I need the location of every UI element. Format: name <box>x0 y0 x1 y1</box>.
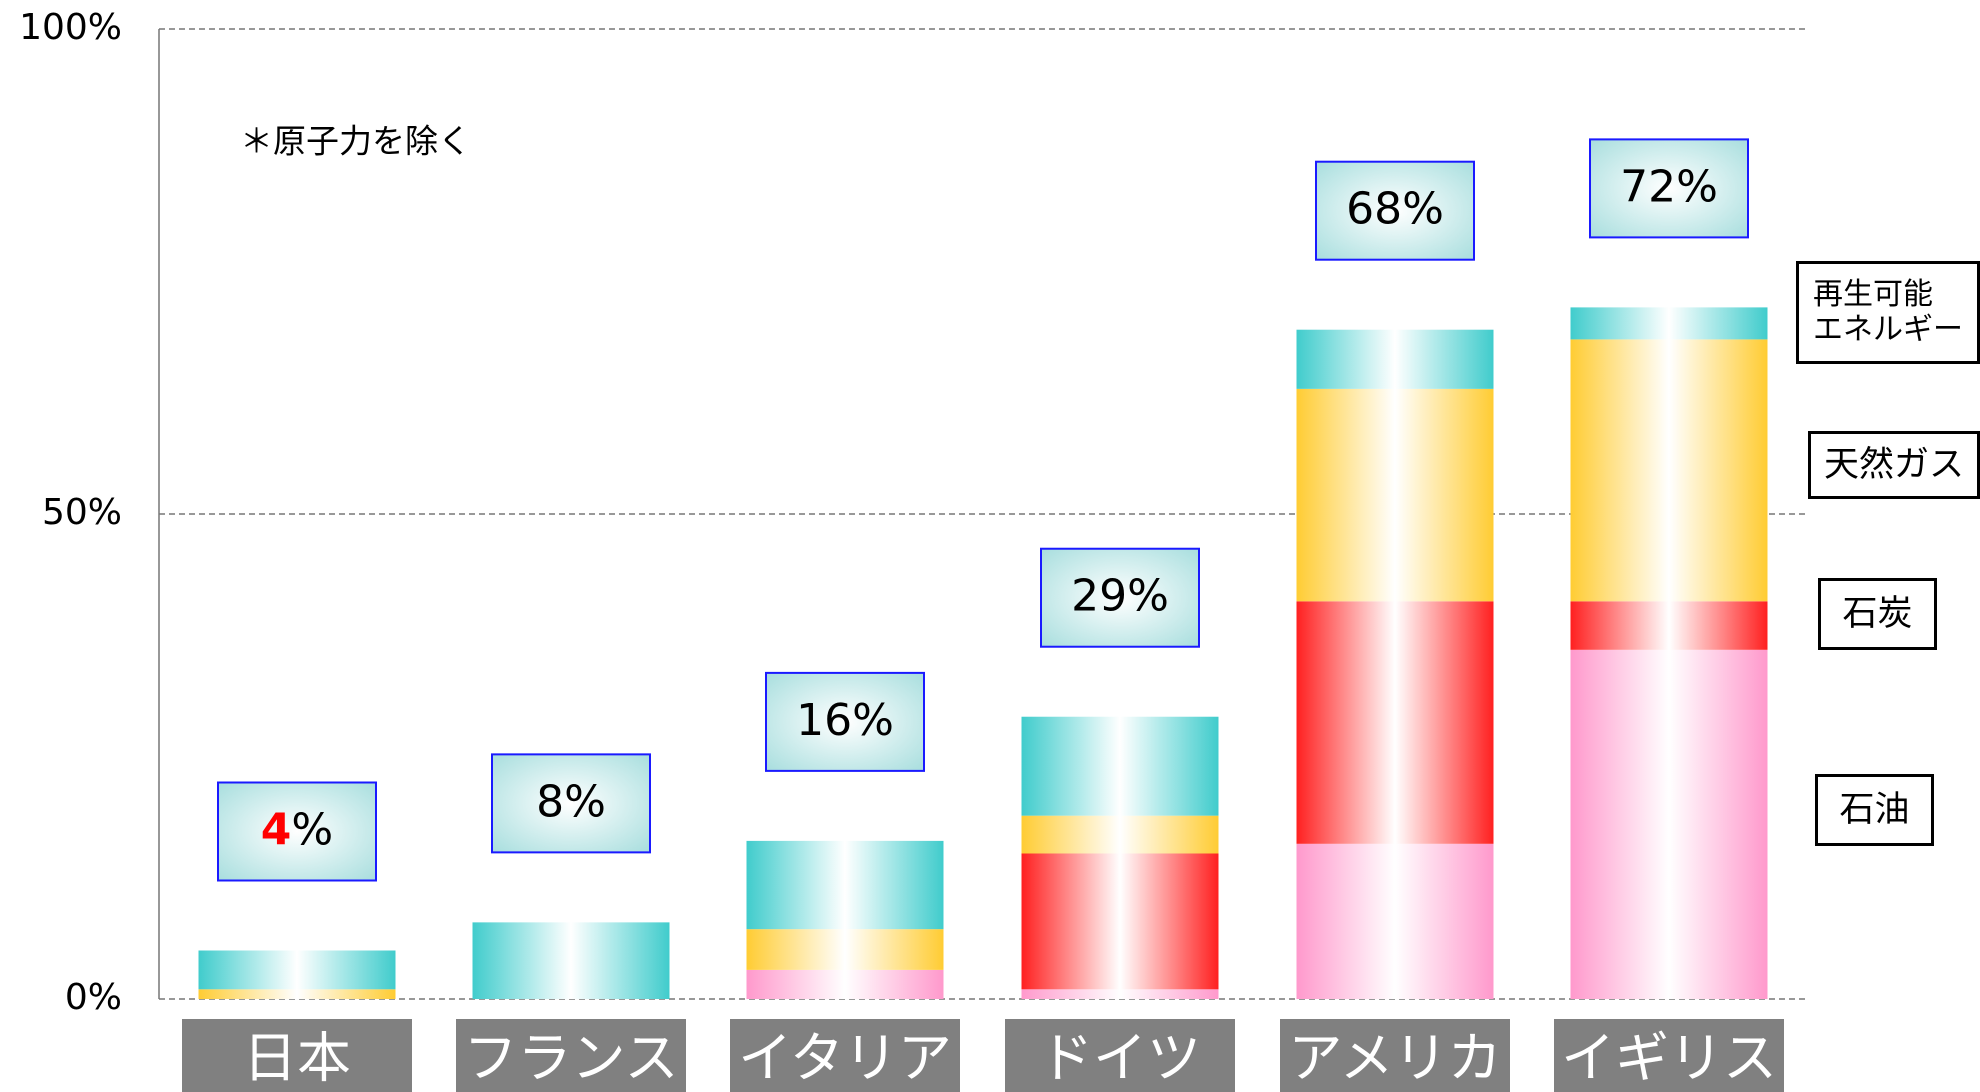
bar-segment <box>1296 843 1494 999</box>
total-value: 4 <box>261 805 292 856</box>
x-tick-label: アメリカ <box>1288 1027 1501 1090</box>
total-box <box>217 781 377 882</box>
total-label: 29% <box>1071 571 1169 622</box>
y-tick-label: 100% <box>19 7 122 48</box>
bar-segment <box>1021 716 1219 816</box>
total-unit: % <box>852 695 894 746</box>
legend-entry: 再生可能 エネルギー <box>1796 261 1980 364</box>
total-label: 4% <box>261 805 333 856</box>
category-box <box>1554 1019 1784 1092</box>
bar-segment <box>1570 649 1768 999</box>
legend-entry: 石油 <box>1815 774 1934 846</box>
total-unit: % <box>1402 184 1444 235</box>
legend-entry: 天然ガス <box>1808 431 1980 499</box>
total-label: 68% <box>1346 184 1444 235</box>
bar-segment <box>1021 989 1219 999</box>
total-box <box>1040 547 1200 648</box>
total-box <box>1589 138 1749 239</box>
category-box <box>1280 1019 1510 1092</box>
total-unit: % <box>291 805 333 856</box>
bar-segment <box>1021 815 1219 854</box>
bar-segment <box>1296 601 1494 844</box>
bar-segment <box>746 840 944 930</box>
bar-segment <box>1021 853 1219 990</box>
x-tick-label: イギリス <box>1561 1027 1777 1090</box>
bar-segment <box>1296 329 1494 389</box>
y-tick-label: 0% <box>65 977 122 1018</box>
total-value: 29 <box>1071 571 1127 622</box>
total-box <box>765 671 925 772</box>
bar-segment <box>1570 339 1768 602</box>
x-tick-label: フランス <box>464 1027 679 1090</box>
bar-segment <box>746 929 944 970</box>
bar-segment <box>746 969 944 999</box>
bar-segment <box>1296 388 1494 602</box>
total-box <box>1315 160 1475 261</box>
total-label: 72% <box>1620 161 1718 212</box>
category-box <box>182 1019 412 1092</box>
total-box <box>491 753 651 854</box>
x-tick-label: ドイツ <box>1039 1027 1201 1090</box>
total-value: 72 <box>1620 161 1676 212</box>
category-box <box>730 1019 960 1092</box>
x-tick-label: イタリア <box>738 1027 952 1090</box>
y-tick-label: 50% <box>42 492 122 533</box>
bar-segment <box>472 922 670 999</box>
note: ＊原子力を除く <box>240 122 471 161</box>
category-box <box>456 1019 686 1092</box>
bar-segment <box>198 950 396 990</box>
total-unit: % <box>1676 161 1718 212</box>
bar-segment <box>198 989 396 999</box>
total-label: 8% <box>536 776 606 827</box>
total-label: 16% <box>796 695 894 746</box>
category-box <box>1005 1019 1235 1092</box>
total-value: 8 <box>536 776 564 827</box>
total-unit: % <box>1127 571 1169 622</box>
total-value: 68 <box>1346 184 1402 235</box>
legend-entry: 石炭 <box>1818 578 1937 650</box>
total-unit: % <box>564 776 606 827</box>
total-value: 16 <box>796 695 852 746</box>
bar-segment <box>1570 601 1768 650</box>
bar-segment <box>1570 307 1768 340</box>
x-tick-label: 日本 <box>243 1027 351 1090</box>
